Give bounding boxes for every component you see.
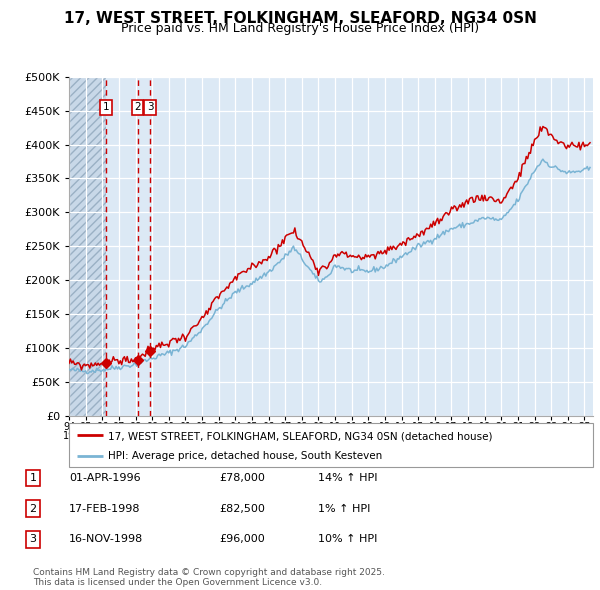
Text: 17, WEST STREET, FOLKINGHAM, SLEAFORD, NG34 0SN: 17, WEST STREET, FOLKINGHAM, SLEAFORD, N… (64, 11, 536, 25)
Text: 2: 2 (134, 102, 141, 112)
Text: 01-APR-1996: 01-APR-1996 (69, 473, 140, 483)
Text: 17, WEST STREET, FOLKINGHAM, SLEAFORD, NG34 0SN (detached house): 17, WEST STREET, FOLKINGHAM, SLEAFORD, N… (108, 431, 493, 441)
Text: 2: 2 (29, 504, 37, 513)
FancyBboxPatch shape (69, 423, 593, 467)
Text: HPI: Average price, detached house, South Kesteven: HPI: Average price, detached house, Sout… (108, 451, 383, 461)
Text: 1: 1 (103, 102, 110, 112)
Text: 3: 3 (147, 102, 154, 112)
Text: 14% ↑ HPI: 14% ↑ HPI (318, 473, 377, 483)
Text: 3: 3 (29, 535, 37, 544)
Text: 17-FEB-1998: 17-FEB-1998 (69, 504, 140, 513)
Text: £78,000: £78,000 (219, 473, 265, 483)
Text: £82,500: £82,500 (219, 504, 265, 513)
Text: £96,000: £96,000 (219, 535, 265, 544)
Text: 10% ↑ HPI: 10% ↑ HPI (318, 535, 377, 544)
Text: 16-NOV-1998: 16-NOV-1998 (69, 535, 143, 544)
Text: 1% ↑ HPI: 1% ↑ HPI (318, 504, 370, 513)
Text: 1: 1 (29, 473, 37, 483)
Bar (69, 77, 106, 416)
Text: Price paid vs. HM Land Registry's House Price Index (HPI): Price paid vs. HM Land Registry's House … (121, 22, 479, 35)
Text: Contains HM Land Registry data © Crown copyright and database right 2025.
This d: Contains HM Land Registry data © Crown c… (33, 568, 385, 587)
